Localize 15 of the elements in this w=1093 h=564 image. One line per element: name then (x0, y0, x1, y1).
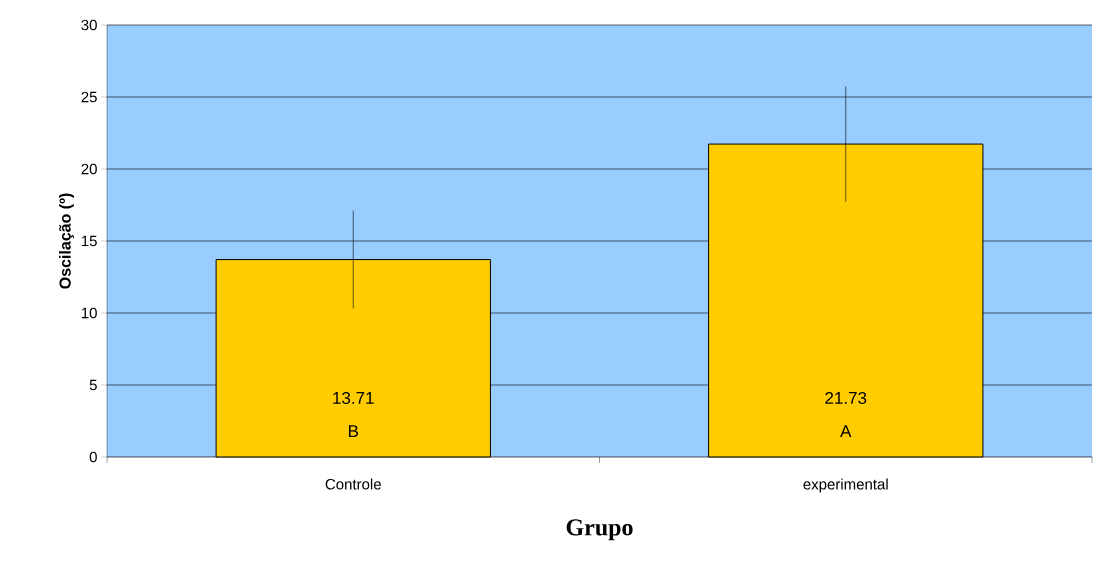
x-tick-label: experimental (803, 478, 888, 493)
y-tick-label: 0 (89, 451, 97, 463)
data-label: 13.71 (333, 391, 374, 404)
x-tick-label: Controle (325, 478, 381, 490)
y-tick-label: 15 (81, 235, 97, 247)
y-tick-label: 25 (81, 91, 97, 103)
y-tick-label: 5 (89, 379, 97, 391)
x-axis-title: Grupo (566, 519, 633, 541)
data-label: 21.73 (825, 391, 867, 404)
y-tick-label: 20 (81, 163, 97, 175)
annotation: A (840, 425, 852, 437)
y-tick-label: 10 (81, 307, 97, 319)
y-tick-label: 30 (81, 19, 97, 31)
y-axis-title: Oscilação (º) (59, 193, 74, 289)
annotation: B (348, 425, 359, 437)
